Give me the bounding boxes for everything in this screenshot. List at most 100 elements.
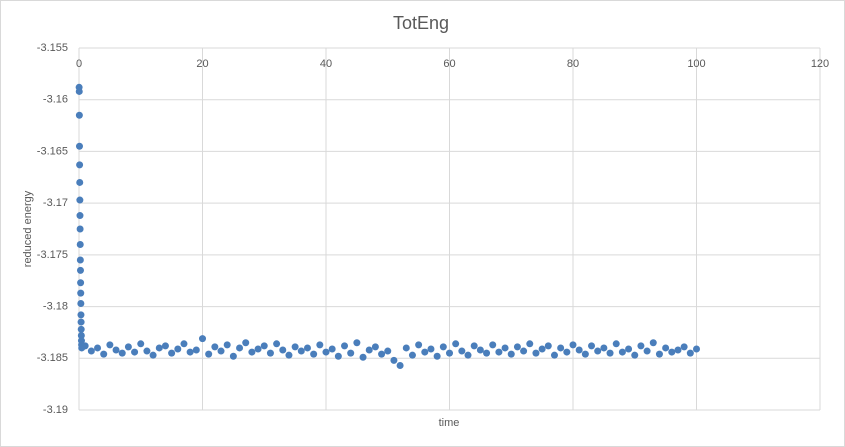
- point: [266, 349, 274, 357]
- point: [273, 340, 281, 348]
- point: [76, 241, 84, 249]
- point: [137, 340, 145, 348]
- point: [236, 344, 244, 352]
- x-tick-label: 40: [320, 58, 332, 70]
- point: [464, 351, 472, 359]
- point: [248, 348, 256, 356]
- point: [557, 344, 565, 352]
- point: [594, 347, 602, 355]
- point: [334, 352, 342, 360]
- y-tick-label: -3.185: [37, 352, 68, 364]
- y-tick-label: -3.18: [43, 300, 68, 312]
- point: [495, 348, 503, 356]
- point: [501, 344, 509, 352]
- point: [77, 332, 85, 340]
- point: [483, 349, 491, 357]
- point: [310, 350, 318, 358]
- point: [365, 346, 373, 354]
- point: [649, 339, 657, 347]
- y-tick-label: -3.155: [37, 42, 68, 54]
- point: [77, 325, 85, 333]
- point: [618, 348, 626, 356]
- chart-title: TotEng: [393, 13, 449, 33]
- point: [75, 111, 83, 119]
- point: [588, 342, 596, 350]
- point: [550, 351, 558, 359]
- y-tick-label: -3.19: [43, 404, 68, 416]
- point: [427, 345, 435, 353]
- x-tick-label: 60: [443, 58, 455, 70]
- point: [161, 342, 169, 350]
- point: [371, 343, 379, 351]
- point: [507, 350, 515, 358]
- point: [662, 344, 670, 352]
- point: [217, 347, 225, 355]
- point: [384, 347, 392, 355]
- point: [143, 347, 151, 355]
- x-tick-label: 20: [196, 58, 208, 70]
- point: [396, 362, 404, 370]
- point: [297, 347, 305, 355]
- point: [291, 343, 299, 351]
- point: [199, 335, 206, 343]
- point: [106, 341, 114, 349]
- point: [124, 343, 132, 351]
- point: [77, 318, 85, 326]
- point: [452, 340, 460, 348]
- x-tick-label: 120: [811, 58, 829, 70]
- point: [76, 161, 84, 169]
- point: [532, 349, 540, 357]
- point: [693, 345, 700, 353]
- point: [489, 341, 497, 349]
- point: [680, 343, 688, 351]
- point: [378, 350, 386, 358]
- point: [76, 266, 84, 274]
- point: [668, 348, 676, 356]
- point: [575, 346, 583, 354]
- point: [606, 349, 614, 357]
- point: [87, 347, 95, 355]
- point: [347, 349, 355, 357]
- point: [81, 342, 89, 350]
- point: [341, 342, 349, 350]
- y-axis-title: reduced energy: [22, 190, 34, 267]
- point: [612, 340, 620, 348]
- point: [242, 339, 250, 347]
- point: [526, 340, 534, 348]
- point: [100, 350, 108, 358]
- point: [415, 341, 423, 349]
- point: [520, 347, 528, 355]
- point: [260, 342, 268, 350]
- point: [402, 344, 410, 352]
- point: [538, 345, 546, 353]
- point: [625, 345, 633, 353]
- point: [77, 289, 85, 297]
- point: [353, 339, 361, 347]
- point: [285, 351, 293, 359]
- point: [229, 352, 237, 360]
- point: [563, 348, 571, 356]
- point: [155, 344, 163, 352]
- point: [569, 341, 577, 349]
- point: [279, 346, 287, 354]
- point: [77, 299, 85, 307]
- point: [328, 345, 336, 353]
- point: [192, 346, 200, 354]
- point: [686, 349, 694, 357]
- point: [674, 346, 682, 354]
- point: [75, 87, 83, 95]
- point: [322, 348, 330, 356]
- point: [76, 178, 84, 186]
- point: [180, 340, 188, 348]
- point: [303, 344, 311, 352]
- point: [168, 349, 176, 357]
- point: [223, 341, 231, 349]
- point: [631, 351, 639, 359]
- x-tick-label: 100: [687, 58, 705, 70]
- point: [637, 342, 645, 350]
- point: [149, 351, 157, 359]
- point: [186, 348, 194, 356]
- point: [211, 343, 219, 351]
